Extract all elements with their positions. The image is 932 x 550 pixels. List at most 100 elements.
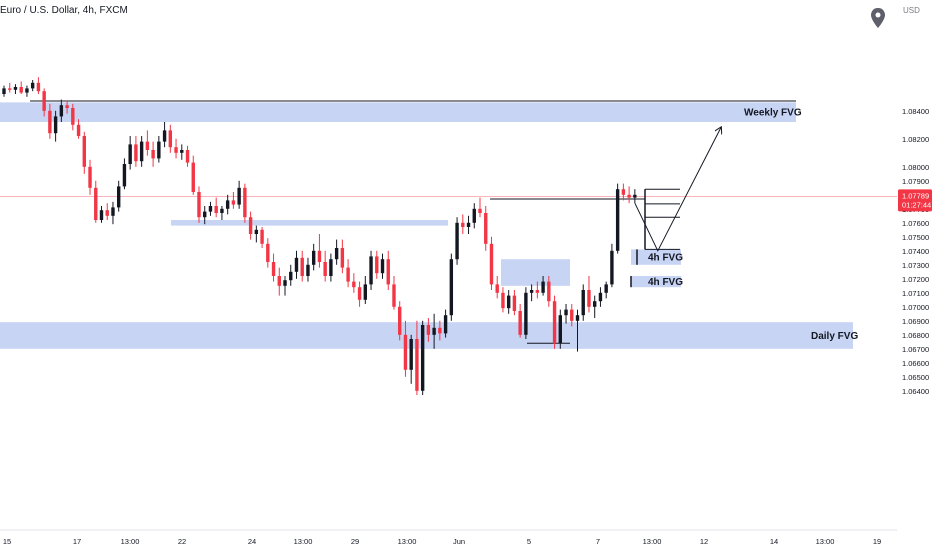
candle-body [266,243,270,262]
candle-body [558,315,562,344]
candle-body [237,187,241,205]
candle-body [621,189,626,195]
candle-body [134,144,138,162]
candle-body [42,91,46,111]
candle-body [598,292,603,302]
fvg-zone-6 [0,322,853,349]
candle-body [25,88,29,93]
candle-body [48,110,52,134]
candle-body [71,108,75,125]
candle-body [99,210,104,220]
candle-body [128,144,132,164]
candle-body [197,192,201,218]
candle-body [231,200,236,205]
candle-body [208,206,213,212]
candle-body [615,189,620,251]
candle-body [604,284,608,293]
candle-body [627,194,631,198]
price-tick-label: 1.06500 [902,373,929,382]
price-tick-label: 1.06400 [902,387,929,396]
candle-body [311,250,316,265]
candle-body [243,187,247,218]
candle-body [357,287,362,300]
time-tick-label: 15 [3,537,11,546]
candle-body [340,248,345,268]
candle-body [547,281,551,302]
candle-body [392,284,396,307]
candle-body [415,339,419,391]
time-tick-label: Jun [453,537,465,546]
time-tick-label: 17 [73,537,81,546]
price-axis[interactable]: 1.084001.082001.080001.079001.077001.076… [897,0,932,550]
price-tick-label: 1.07500 [902,233,929,242]
fvg-zone-2 [171,220,448,226]
time-tick-label: 5 [527,537,531,546]
candle-body [403,334,408,370]
candle-body [524,292,528,335]
current-price-value: 1.07789 [902,191,929,200]
candle-body [8,88,12,90]
location-marker-icon [871,8,885,28]
candle-body [76,124,81,136]
candle-body [552,301,557,344]
candle-body [2,88,6,94]
candle-body [254,229,259,234]
candle-body [122,164,127,187]
projection-layer [634,128,721,252]
candle-body [162,130,167,142]
candle-body [300,257,304,276]
candle-body [30,82,35,89]
candle-body [174,147,178,153]
candle-body [535,290,540,293]
price-tick-label: 1.07100 [902,289,929,298]
candle-body [443,315,448,334]
location-marker-dot [875,12,881,18]
candle-body [587,290,591,307]
time-tick-label: 19 [873,537,881,546]
candle-body [363,284,368,300]
candle-body [203,211,207,218]
candle-body [369,256,373,285]
candle-body [495,284,499,293]
candle-body [105,210,109,216]
candle-body [13,87,18,90]
time-tick-label: 22 [178,537,186,546]
fvg-label-5: 4h FVG [648,277,683,288]
price-tick-label: 1.07600 [902,219,929,228]
candle-body [157,141,161,159]
candle-body [386,259,390,285]
current-price-countdown: 01:27:44 [902,200,931,209]
candle-body [426,325,431,335]
candle-body [409,339,413,370]
candle-body [53,116,58,134]
candle-body [214,206,218,213]
price-axis-bg [897,0,932,550]
candle-body [398,306,402,335]
candle-body [455,222,459,260]
candle-body [478,208,482,213]
candle-body [94,187,98,220]
candle-body [466,222,471,227]
candle-body [380,259,385,274]
candle-body [168,130,173,148]
current-price-badge [898,189,932,212]
candle-body [88,166,92,188]
price-tick-label: 1.06800 [902,331,929,340]
candle-body [346,267,350,282]
candle-body [260,229,264,244]
candle-body [36,82,41,92]
candle-body [375,256,379,274]
time-axis[interactable]: 15 17 13:00 22 24 13:00 29 13:00 Jun 5 7 13:00 12 14 1… [0,529,897,550]
price-tick-label: 1.08000 [902,163,929,172]
candle-body [145,141,150,150]
candle-body [334,248,339,260]
candle-body [541,281,545,293]
time-axis-bg [0,530,897,550]
candle-body [191,162,195,192]
candle-body [420,325,425,391]
candle-body [518,311,522,335]
candle-body [512,295,517,311]
price-tick-label: 1.07300 [902,261,929,270]
candle-body [65,105,69,108]
